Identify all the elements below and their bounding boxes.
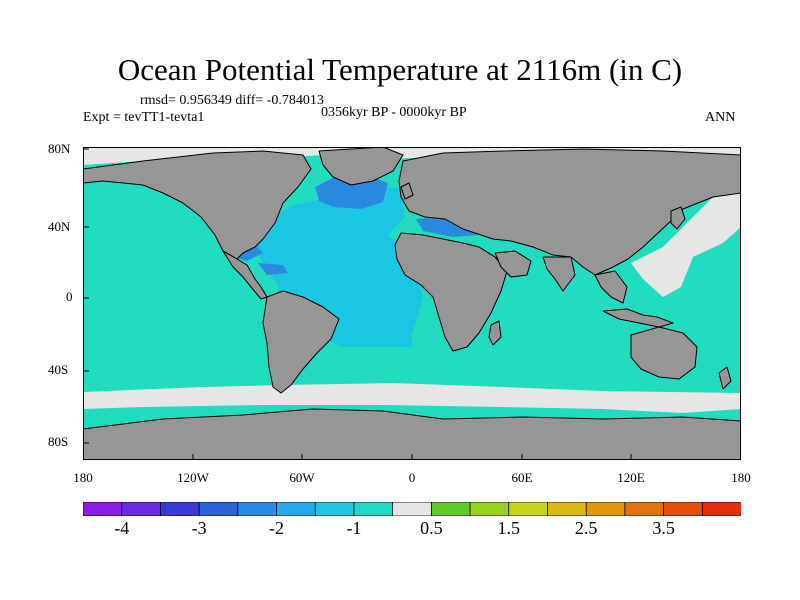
figure-title: Ocean Potential Temperature at 2116m (in… <box>117 52 683 87</box>
colorbar-swatch <box>663 502 704 516</box>
lon-tick-label: 180 <box>73 470 93 485</box>
colorbar-swatch <box>547 502 588 516</box>
lat-tick-label: 80S <box>48 434 69 449</box>
lon-tick-label: 60E <box>511 470 533 485</box>
colorbar-swatch <box>469 502 510 516</box>
colorbar-tick-label: -3 <box>191 518 207 538</box>
australia-land <box>630 326 698 380</box>
madagascar-land <box>488 320 502 346</box>
lon-tick-label: 180 <box>731 470 751 485</box>
indonesia-land <box>602 308 674 328</box>
colorbar-swatch <box>276 502 317 516</box>
colorbar-swatch <box>430 502 471 516</box>
lat-tick-label: 80N <box>48 141 71 156</box>
lon-tick-label: 120W <box>177 470 209 485</box>
antarctica-land <box>83 408 741 460</box>
arabia-land <box>494 250 532 278</box>
colorbar-swatch <box>160 502 201 516</box>
colorbar-swatch <box>237 502 278 516</box>
world-map <box>83 147 741 460</box>
colorbar-swatch <box>121 502 162 516</box>
lat-tick-label: 40N <box>48 219 71 234</box>
japan-land <box>670 206 686 230</box>
uk-land <box>400 182 414 200</box>
experiment-label: Expt = tevTT1-tevta1 <box>83 110 205 125</box>
colorbar-swatch <box>198 502 239 516</box>
lat-tick-label: 0 <box>66 289 73 304</box>
stats-label: rmsd= 0.956349 diff= -0.784013 <box>140 93 324 108</box>
colorbar-tick-label: -1 <box>346 518 362 538</box>
lon-tick-label: 120E <box>617 470 645 485</box>
season-label: ANN <box>705 110 736 125</box>
colorbar-swatch <box>83 502 123 516</box>
colorbar-swatch <box>508 502 549 516</box>
india-land <box>542 256 576 292</box>
colorbar-tick-label: -4 <box>114 518 130 538</box>
colorbar-swatch <box>392 502 433 516</box>
north-atlantic-cold-patch <box>315 175 388 209</box>
southern-ocean-neutral-band <box>83 383 741 413</box>
lon-tick-label: 0 <box>408 470 416 485</box>
colorbar-tick-label: 0.5 <box>420 518 443 538</box>
period-label: 0356kyr BP - 0000kyr BP <box>321 105 467 120</box>
caribbean-patch <box>258 263 288 275</box>
southeast-asia-land <box>594 270 628 304</box>
colorbar-tick-label: 2.5 <box>574 518 598 538</box>
colorbar-tick-label: 3.5 <box>652 518 675 538</box>
colorbar <box>83 502 741 516</box>
africa-land <box>394 232 508 352</box>
colorbar-tick-label: -2 <box>269 518 285 538</box>
north-america-land <box>83 150 312 260</box>
colorbar-swatch <box>624 502 665 516</box>
colorbar-swatch <box>314 502 355 516</box>
lon-tick-label: 60W <box>289 470 315 485</box>
colorbar-tick-label: 1.5 <box>497 518 521 538</box>
colorbar-swatch <box>701 502 741 516</box>
colorbar-swatch <box>585 502 626 516</box>
lat-tick-label: 40S <box>48 362 69 377</box>
northwest-pacific-neutral-region <box>631 187 741 297</box>
colorbar-swatch <box>353 502 394 516</box>
new-zealand-land <box>718 366 732 390</box>
south-america-land <box>262 290 340 394</box>
greenland-land <box>318 147 404 186</box>
